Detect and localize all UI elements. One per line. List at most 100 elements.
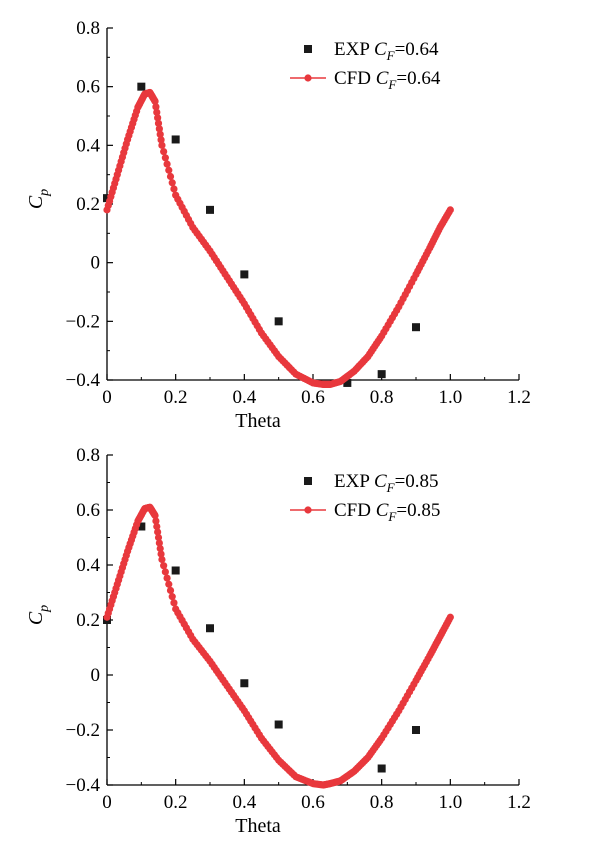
legend-label-value: =0.85 bbox=[396, 500, 440, 521]
legend-label-prefix: EXP bbox=[334, 471, 374, 492]
legend-label-subscript: F bbox=[386, 480, 396, 495]
legend-label-value: =0.64 bbox=[395, 39, 439, 60]
cfd-data-point bbox=[161, 154, 169, 162]
y-tick-label: 0.8 bbox=[76, 445, 100, 466]
x-tick-label: 0 bbox=[102, 792, 112, 813]
x-tick-label: 1.0 bbox=[438, 387, 462, 408]
y-axis-title-main: C bbox=[25, 195, 47, 209]
exp-data-point bbox=[343, 378, 352, 387]
legend-label-prefix: EXP bbox=[334, 39, 374, 60]
x-axis-title: Theta bbox=[235, 410, 281, 432]
cfd-data-point bbox=[165, 166, 173, 174]
exp-data-point bbox=[171, 135, 180, 144]
legend-marker-dot bbox=[304, 506, 312, 514]
y-axis-title-sub: p bbox=[37, 189, 52, 197]
y-axis-title: Cp bbox=[25, 605, 52, 625]
cfd-data-point bbox=[153, 108, 161, 116]
legend-label-subscript: F bbox=[387, 509, 397, 524]
x-tick-label: 0.6 bbox=[301, 387, 325, 408]
cfd-data-point bbox=[160, 562, 168, 570]
y-tick-label: 0 bbox=[91, 253, 101, 274]
y-tick-label: −0.2 bbox=[66, 720, 100, 741]
y-axis-title-sub: p bbox=[37, 605, 52, 613]
legend-label-value: =0.64 bbox=[396, 68, 440, 89]
legend-label-symbol: C bbox=[374, 471, 387, 492]
y-axis-title: Cp bbox=[25, 189, 52, 209]
exp-data-point bbox=[377, 370, 386, 379]
cfd-data-point bbox=[154, 114, 162, 122]
cfd-data-point bbox=[446, 206, 454, 214]
cfd-data-point bbox=[163, 160, 171, 168]
y-tick-label: 0 bbox=[91, 665, 101, 686]
legend-label-subscript: F bbox=[386, 48, 396, 63]
x-tick-label: 0 bbox=[102, 387, 112, 408]
legend-label-prefix: CFD bbox=[334, 68, 376, 89]
cfd-data-point bbox=[161, 568, 169, 576]
cfd-data-point bbox=[446, 613, 454, 621]
exp-data-point bbox=[137, 522, 146, 531]
cfd-data-point bbox=[153, 522, 161, 531]
y-tick-label: 0.4 bbox=[76, 135, 100, 156]
cfd-data-point bbox=[158, 141, 166, 149]
legend-label: EXP CF=0.85 bbox=[334, 471, 439, 495]
cfd-data-point bbox=[160, 147, 168, 156]
cfd-data-point bbox=[166, 586, 175, 595]
cfd-data-point bbox=[170, 185, 178, 193]
x-tick-label: 0.8 bbox=[370, 387, 394, 408]
cfd-data-point bbox=[170, 599, 178, 607]
x-tick-label: 1.2 bbox=[507, 792, 531, 813]
y-tick-label: 0.6 bbox=[76, 77, 100, 98]
cfd-data-point bbox=[155, 539, 163, 547]
exp-data-point bbox=[412, 726, 420, 734]
exp-data-point bbox=[274, 720, 283, 729]
cfd-data-point bbox=[154, 119, 163, 127]
exp-data-point bbox=[274, 317, 283, 326]
exp-data-point bbox=[412, 323, 420, 332]
y-tick-label: −0.4 bbox=[66, 370, 101, 391]
x-tick-label: 0.4 bbox=[232, 387, 256, 408]
cfd-data-point bbox=[168, 593, 176, 601]
x-tick-label: 0.8 bbox=[370, 792, 394, 813]
exp-data-point bbox=[206, 205, 214, 214]
exp-data-point bbox=[377, 764, 386, 773]
cfd-data-point bbox=[158, 555, 166, 564]
cfd-data-point bbox=[157, 136, 165, 144]
exp-data-point bbox=[171, 566, 180, 575]
legend-label: CFD CF=0.85 bbox=[334, 500, 440, 524]
cfd-data-point bbox=[152, 103, 160, 111]
exp-data-point bbox=[240, 270, 249, 279]
y-tick-label: 0.4 bbox=[76, 555, 100, 576]
y-tick-label: 0.8 bbox=[76, 18, 100, 39]
exp-data-point bbox=[240, 679, 249, 688]
exp-data-point bbox=[206, 624, 214, 633]
cfd-data-point bbox=[151, 511, 159, 520]
y-tick-label: 0.2 bbox=[76, 610, 100, 631]
legend-label-prefix: CFD bbox=[334, 500, 376, 521]
legend-label: CFD CF=0.64 bbox=[334, 68, 441, 92]
x-tick-label: 0.6 bbox=[301, 792, 325, 813]
y-tick-label: 0.2 bbox=[76, 194, 100, 215]
chart-panel-bottom: 0 0.2 0.4 0.6 0.8 1.0 1.2 −0.4 −0.2 0 0.2 0.4 0.6 0.8… bbox=[25, 445, 531, 837]
cfd-data-point bbox=[156, 544, 164, 553]
legend-marker-square bbox=[304, 477, 312, 485]
cfd-data-point bbox=[166, 172, 175, 181]
legend-label-symbol: C bbox=[374, 39, 387, 60]
y-tick-label: −0.2 bbox=[66, 311, 100, 332]
cfd-data-point bbox=[156, 130, 164, 138]
x-tick-label: 0.2 bbox=[164, 387, 188, 408]
exp-data-point bbox=[137, 82, 146, 91]
cfd-data-point bbox=[163, 574, 171, 582]
legend-marker-dot bbox=[304, 74, 312, 82]
y-tick-label: 0.6 bbox=[76, 500, 100, 521]
y-axis-title-main: C bbox=[25, 611, 47, 625]
legend-label-value: =0.85 bbox=[395, 471, 439, 492]
cfd-data-point bbox=[154, 528, 162, 536]
x-tick-label: 0.2 bbox=[164, 792, 188, 813]
x-axis-title: Theta bbox=[235, 815, 281, 837]
chart-panel-top: 0 0.2 0.4 0.6 0.8 1.0 1.2 −0.4 −0.2 0 0.2 0.4 0.6 0.8… bbox=[25, 18, 531, 432]
legend-marker-square bbox=[304, 45, 312, 53]
legend-label-symbol: C bbox=[376, 500, 389, 521]
x-tick-label: 1.0 bbox=[438, 792, 462, 813]
cfd-data-point bbox=[168, 179, 176, 187]
